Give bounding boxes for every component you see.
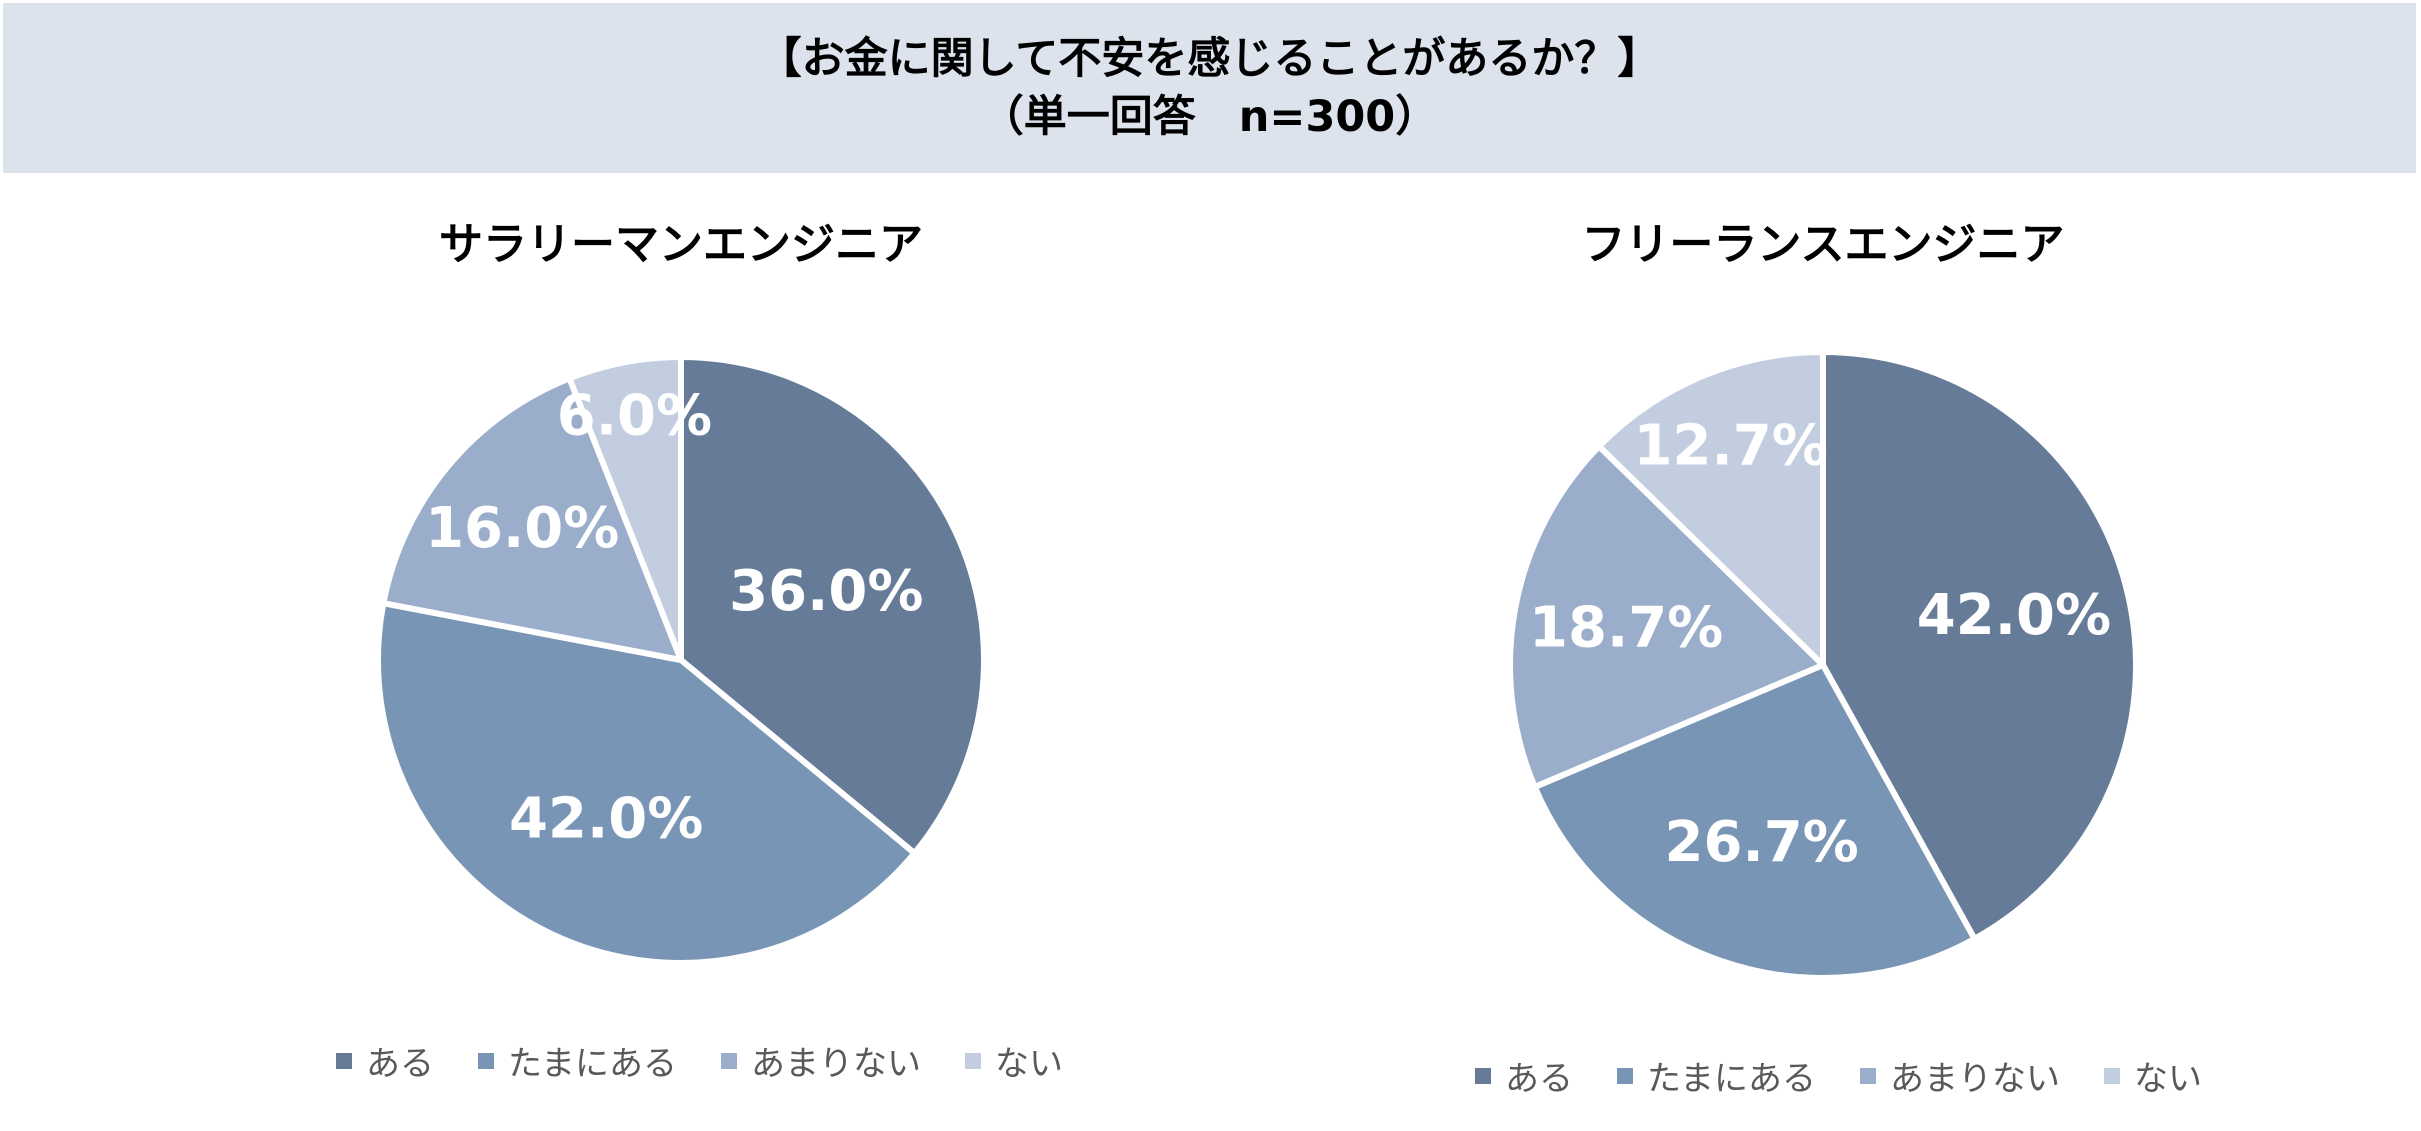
header-banner: 【お金に関して不安を感じることがあるか？】 （単一回答 n=300） bbox=[3, 3, 2416, 173]
chart-title-freelance: フリーランスエンジニア bbox=[1581, 219, 2065, 270]
legend-label: あまりない bbox=[1889, 1059, 2060, 1099]
legend-freelance: ある たまにある あまりない ない bbox=[1475, 1051, 2202, 1100]
legend-swatch bbox=[478, 1052, 494, 1069]
header-title-line2: （単一回答 n=300） bbox=[980, 92, 1439, 142]
legend-item-aru: ある bbox=[1475, 1051, 1573, 1100]
pie-slice-amarinai bbox=[1507, 443, 1826, 790]
legend-item-amarinai: あまりない bbox=[1859, 1051, 2060, 1100]
legend-swatch bbox=[1617, 1067, 1633, 1084]
legend-label: たまにある bbox=[1647, 1059, 1816, 1099]
pie-slice-aru bbox=[678, 354, 987, 857]
legend-item-aru: ある bbox=[336, 1036, 434, 1085]
data-label-amarinai: 18.7% bbox=[1529, 595, 1723, 660]
legend-swatch bbox=[1475, 1067, 1491, 1084]
data-label-nai: 12.7% bbox=[1634, 413, 1828, 478]
header-title-line1: 【お金に関して不安を感じることがあるか？】 bbox=[758, 34, 1661, 84]
pie-slice-aru bbox=[1820, 349, 2139, 942]
chart-title-salaried: サラリーマンエンジニア bbox=[439, 219, 923, 270]
legend-swatch bbox=[720, 1052, 737, 1069]
data-label-amarinai: 16.0% bbox=[425, 496, 619, 561]
legend-item-amarinai: あまりない bbox=[720, 1036, 921, 1085]
legend-item-nai: ない bbox=[2103, 1051, 2202, 1100]
legend-item-tamaniaru: たまにある bbox=[478, 1036, 677, 1085]
legend-salaried: ある たまにある あまりない ない bbox=[336, 1036, 1063, 1085]
legend-label: ある bbox=[1505, 1059, 1573, 1099]
legend-label: ない bbox=[2133, 1059, 2202, 1099]
legend-item-tamaniaru: たまにある bbox=[1617, 1051, 1816, 1100]
data-label-tamaniaru: 42.0% bbox=[509, 787, 703, 852]
data-label-aru: 42.0% bbox=[1917, 583, 2111, 648]
legend-label: ある bbox=[366, 1044, 434, 1084]
legend-swatch bbox=[1859, 1067, 1876, 1084]
legend-label: ない bbox=[994, 1044, 1063, 1084]
data-label-aru: 36.0% bbox=[729, 559, 923, 624]
legend-item-nai: ない bbox=[964, 1036, 1063, 1085]
pie-slice-nai bbox=[566, 354, 684, 663]
pie-slice-tamaniaru bbox=[375, 600, 918, 966]
legend-swatch bbox=[336, 1052, 352, 1069]
legend-label: たまにある bbox=[508, 1044, 677, 1084]
legend-swatch bbox=[964, 1052, 981, 1069]
pie-slice-amarinai bbox=[380, 375, 684, 663]
legend-swatch bbox=[2103, 1067, 2120, 1084]
legend-label: あまりない bbox=[750, 1044, 921, 1084]
data-label-tamaniaru: 26.7% bbox=[1665, 810, 1859, 875]
data-label-nai: 6.0% bbox=[557, 383, 712, 448]
pie-slice-nai bbox=[1596, 349, 1826, 668]
